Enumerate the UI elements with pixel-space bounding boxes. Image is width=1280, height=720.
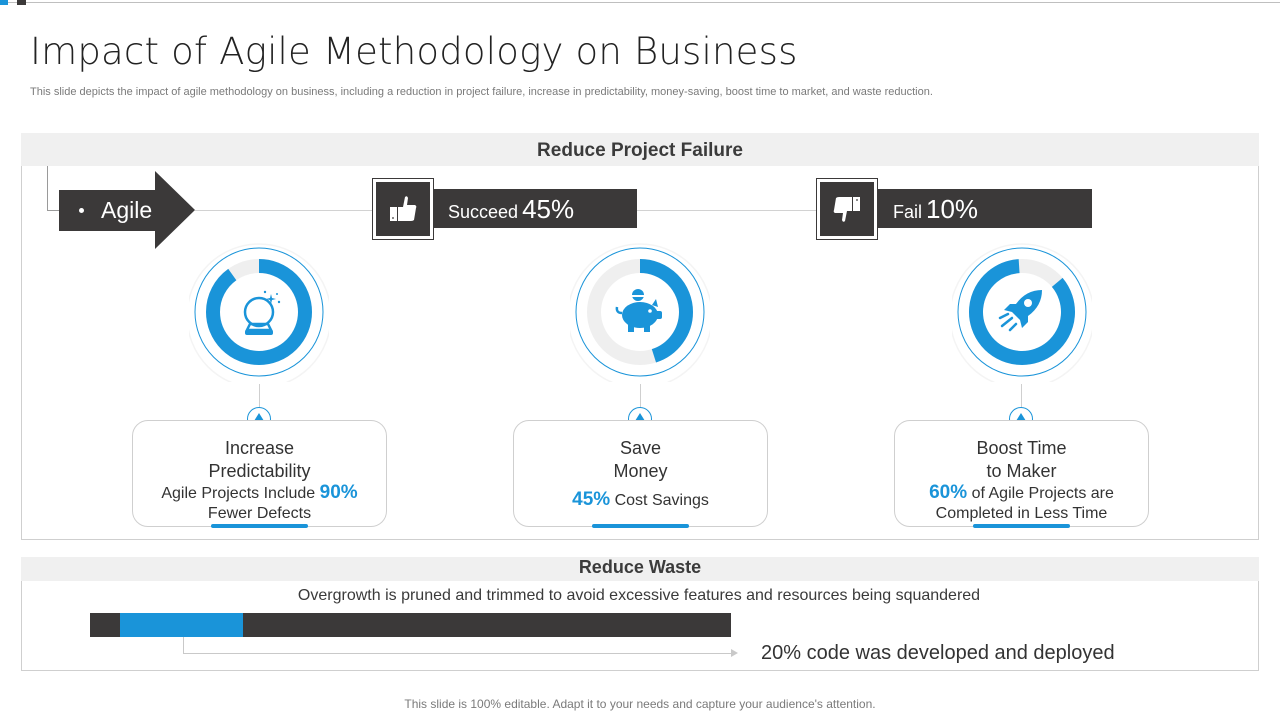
agile-arrow — [59, 190, 156, 231]
card-title-line2: to Maker — [986, 461, 1057, 481]
predictability-card: Increase Predictability Agile Projects I… — [132, 420, 387, 527]
fail-label: Fail — [893, 202, 923, 222]
reduce-waste-title: Reduce Waste — [578, 557, 702, 577]
corner-accent-dark — [17, 0, 26, 5]
fail-label-bar: Fail 10% — [878, 189, 1092, 228]
rocket-icon — [996, 288, 1046, 339]
footer-note: This slide is 100% editable. Adapt it to… — [404, 697, 876, 711]
card-accent-underline — [211, 524, 308, 528]
arrow-right-icon — [731, 649, 738, 657]
reduce-project-failure-header — [21, 133, 1259, 166]
fail-value: 10% — [926, 194, 979, 224]
arrow-right-icon — [155, 171, 195, 249]
bracket-connector — [47, 166, 48, 211]
card-highlight-value: 60% — [929, 482, 968, 503]
waste-result-label: 20% code was developed and deployed — [761, 642, 1115, 664]
card-accent-underline — [973, 524, 1070, 528]
card-detail-text: Agile Projects Include — [161, 485, 320, 502]
card-title-line1: Boost Time — [976, 438, 1067, 458]
card-detail: 60% of Agile Projects are — [895, 483, 1148, 504]
top-rule — [0, 2, 1280, 3]
agile-label: Agile — [101, 197, 153, 223]
connector-line — [637, 210, 817, 211]
card-title-line1: Increase — [224, 438, 295, 458]
save-money-card: Save Money 45% Cost Savings — [513, 420, 768, 527]
waste-progress-fill — [120, 613, 243, 637]
bullet-dot — [79, 208, 84, 213]
connector-line — [259, 384, 260, 412]
card-highlight-value: 45% — [572, 489, 611, 510]
succeed-value: 45% — [522, 194, 575, 224]
corner-accent-blue — [0, 0, 8, 5]
card-title-line2: Predictability — [208, 461, 311, 481]
callout-line — [183, 653, 733, 654]
card-detail-text: of Agile Projects are — [967, 485, 1114, 502]
succeed-badge — [372, 178, 434, 240]
succeed-label: Succeed — [448, 202, 519, 222]
card-highlight-value: 90% — [319, 482, 358, 503]
card-title-line1: Save — [619, 438, 662, 458]
card-detail-text: Cost Savings — [610, 492, 709, 509]
card-detail-line2: Fewer Defects — [207, 505, 312, 522]
fail-badge — [816, 178, 878, 240]
reduce-waste-header — [21, 557, 1259, 581]
reduce-waste-description: Overgrowth is pruned and trimmed to avoi… — [297, 587, 981, 604]
boost-time-card: Boost Time to Maker 60% of Agile Project… — [894, 420, 1149, 527]
predictability-donut-chart — [186, 242, 332, 389]
callout-line — [183, 637, 184, 654]
succeed-label-bar: Succeed 45% — [433, 189, 637, 228]
page-title: Impact of Agile Methodology on Business — [30, 30, 798, 73]
card-detail-line2: Completed in Less Time — [935, 505, 1108, 522]
card-detail: 45% Cost Savings — [514, 490, 767, 511]
card-title-line2: Money — [613, 461, 668, 481]
thumbs-up-icon — [376, 182, 430, 236]
piggy-bank-icon — [612, 287, 668, 340]
crystal-ball-icon — [237, 290, 283, 345]
page-subtitle: This slide depicts the impact of agile m… — [30, 86, 933, 98]
connector-line — [640, 384, 641, 412]
connector-line — [195, 210, 373, 211]
reduce-project-failure-title: Reduce Project Failure — [537, 140, 743, 161]
thumbs-down-icon — [820, 182, 874, 236]
card-detail: Agile Projects Include 90% — [133, 483, 386, 504]
connector-line — [1021, 384, 1022, 412]
card-accent-underline — [592, 524, 689, 528]
